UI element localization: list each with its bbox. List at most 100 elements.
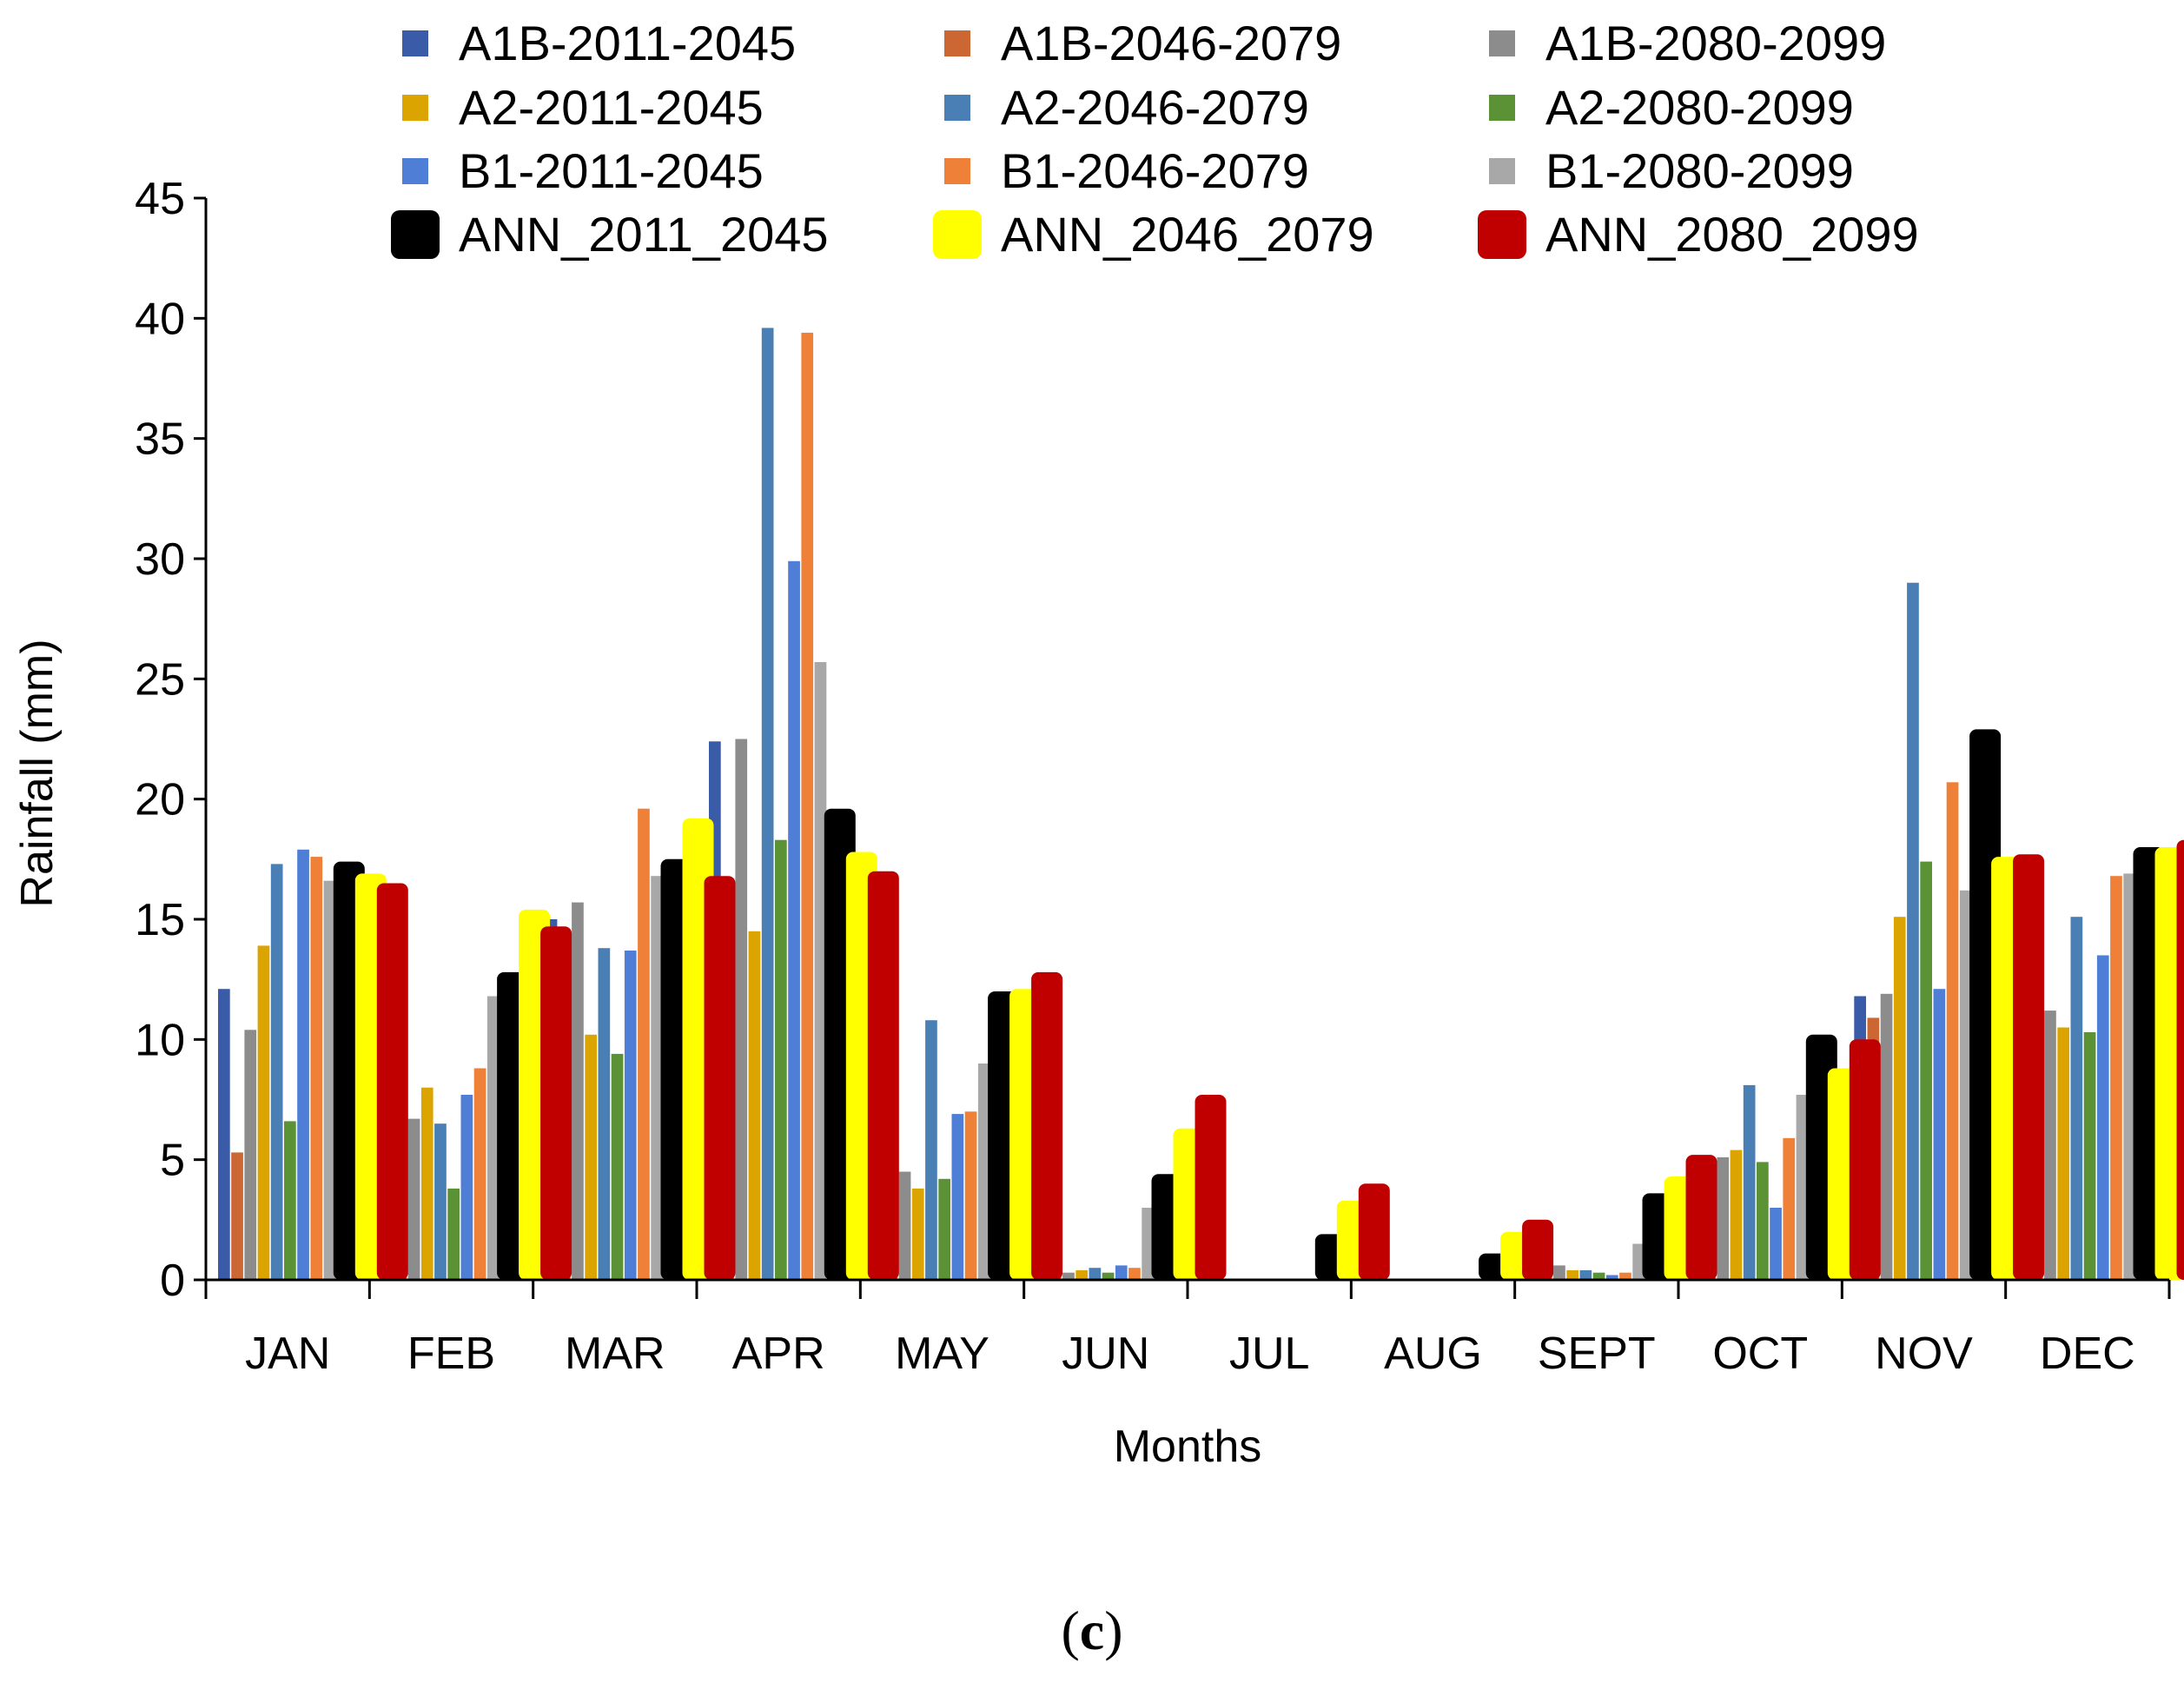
- bar-a1b-2080-2099-dec: [2044, 1011, 2056, 1280]
- bar-a2-2080-2099-feb: [447, 1188, 460, 1280]
- bar-a1b-2080-2099-jun: [1062, 1272, 1075, 1280]
- legend-swatch: [944, 30, 970, 56]
- legend-swatch: [944, 95, 970, 121]
- bar-b1-2080-2099-sept: [1632, 1243, 1645, 1280]
- bar-a2-2046-2079-mar: [598, 948, 611, 1280]
- bar-b1-2080-2099-apr: [814, 662, 827, 1280]
- legend-item-ann-2080-2099: ANN_2080_2099: [1478, 207, 1919, 262]
- y-tick-label: 40: [135, 294, 185, 344]
- y-tick-label: 5: [160, 1136, 185, 1186]
- bar-b1-2080-2099-dec: [2123, 873, 2135, 1280]
- x-tick-label-sept: SEPT: [1538, 1329, 1656, 1379]
- bar-b1-2011-2045-feb: [460, 1095, 473, 1280]
- bar-ann-2080-2099-oct: [1849, 1039, 1881, 1280]
- bar-b1-2080-2099-jun: [1142, 1208, 1154, 1280]
- bar-ann-2080-2099-mar: [704, 876, 736, 1280]
- legend-item-a1b-2046-2079: A1B-2046-2079: [944, 16, 1341, 70]
- legend-swatch: [402, 158, 428, 184]
- bar-b1-2011-2045-dec: [2096, 955, 2109, 1280]
- bar-a2-2011-2045-may: [911, 1188, 924, 1280]
- axes: 0 5 10 15 20 25 30 35 40 45 JAN FEB MAR APR MAY JUN JUL A…: [135, 174, 2171, 1379]
- bar-b1-2046-2079-mar: [638, 808, 650, 1280]
- bar-a2-2011-2045-jun: [1075, 1269, 1088, 1280]
- y-tick-label: 0: [160, 1256, 185, 1306]
- caption-open: (: [1061, 1600, 1080, 1661]
- legend-label: A1B-2046-2079: [1001, 16, 1341, 70]
- legend-item-b1-2046-2079: B1-2046-2079: [944, 143, 1309, 198]
- legend-swatch: [1478, 210, 1526, 259]
- bar-b1-2080-2099-nov: [1959, 890, 1972, 1280]
- x-axis-label: Months: [1114, 1421, 1262, 1472]
- bar-a2-2046-2079-oct: [1743, 1084, 1756, 1280]
- x-tick-label-mar: MAR: [565, 1329, 665, 1379]
- bar-a2-2011-2045-feb: [420, 1087, 433, 1280]
- bar-ann-2080-2099-feb: [540, 926, 572, 1280]
- y-tick-label: 20: [135, 775, 185, 825]
- bar-b1-2046-2079-oct: [1783, 1137, 1796, 1280]
- bar-b1-2046-2079-nov: [1946, 782, 1959, 1280]
- bar-a2-2080-2099-mar: [611, 1053, 624, 1280]
- bar-a2-2046-2079-jan: [270, 864, 283, 1280]
- bar-a2-2011-2045-jan: [257, 945, 270, 1280]
- x-tick-label-jun: JUN: [1062, 1329, 1149, 1379]
- x-tick-label-oct: OCT: [1712, 1329, 1808, 1379]
- bar-b1-2011-2045-nov: [1933, 989, 1946, 1280]
- bar-b1-2046-2079-sept: [1619, 1272, 1631, 1280]
- y-tick-label: 10: [135, 1015, 185, 1065]
- legend-label: ANN_2046_2079: [1001, 207, 1374, 262]
- legend-label: B1-2011-2045: [459, 143, 764, 198]
- x-tick-label-may: MAY: [895, 1329, 989, 1379]
- bar-b1-2011-2045-sept: [1605, 1275, 1618, 1280]
- legend-label: ANN_2011_2045: [459, 207, 829, 262]
- bar-b1-2011-2045-may: [951, 1114, 964, 1280]
- bar-a1b-2080-2099-apr: [735, 739, 748, 1280]
- bar-a2-2011-2045-sept: [1566, 1269, 1578, 1280]
- y-axis-label: Rainfall (mm): [12, 639, 63, 907]
- bar-b1-2080-2099-jan: [323, 880, 336, 1280]
- bars: [218, 328, 2184, 1280]
- legend-swatch: [944, 158, 970, 184]
- legend-item-a1b-2080-2099: A1B-2080-2099: [1489, 16, 1886, 70]
- legend-item-b1-2011-2045: B1-2011-2045: [402, 143, 764, 198]
- bar-a2-2080-2099-dec: [2083, 1032, 2096, 1280]
- x-tick-label-apr: APR: [732, 1329, 825, 1379]
- figure-caption: (c): [0, 1599, 2184, 1663]
- bar-b1-2080-2099-oct: [1796, 1095, 1809, 1280]
- bar-a1b-2080-2099-may: [898, 1171, 911, 1280]
- legend-swatch: [1489, 95, 1515, 121]
- legend-swatch: [1489, 30, 1515, 56]
- legend-swatch: [1489, 158, 1515, 184]
- legend-item-a2-2080-2099: A2-2080-2099: [1489, 80, 1854, 135]
- y-tick-label: 25: [135, 654, 185, 705]
- legend-item-a2-2046-2079: A2-2046-2079: [944, 80, 1309, 135]
- bar-b1-2046-2079-may: [964, 1111, 977, 1280]
- legend-label: ANN_2080_2099: [1545, 207, 1919, 262]
- bar-a2-2046-2079-may: [925, 1020, 937, 1280]
- bar-ann-2080-2099-dec: [2176, 839, 2184, 1280]
- y-tick-label: 35: [135, 414, 185, 465]
- bar-a1b-2046-2079-jan: [231, 1152, 243, 1280]
- x-tick-label-dec: DEC: [2040, 1329, 2135, 1379]
- legend-item-ann-2046-2079: ANN_2046_2079: [933, 207, 1374, 262]
- bar-a1b-2080-2099-feb: [407, 1118, 420, 1280]
- bar-b1-2011-2045-jun: [1115, 1265, 1128, 1280]
- legend-item-ann-2011-2045: ANN_2011_2045: [391, 207, 829, 262]
- bar-ann-2080-2099-sept: [1685, 1155, 1717, 1280]
- legend-label: B1-2046-2079: [1001, 143, 1309, 198]
- bar-a1b-2080-2099-oct: [1717, 1156, 1730, 1280]
- bar-a1b-2080-2099-jan: [244, 1030, 257, 1280]
- bar-ann-2080-2099-aug: [1522, 1219, 1554, 1280]
- legend-label: A2-2046-2079: [1001, 80, 1309, 135]
- bar-ann-2080-2099-jan: [376, 883, 408, 1280]
- legend-label: A1B-2011-2045: [459, 16, 796, 70]
- bar-a2-2080-2099-oct: [1757, 1162, 1769, 1280]
- legend-item-a1b-2011-2045: A1B-2011-2045: [402, 16, 796, 70]
- legend-swatch: [402, 30, 428, 56]
- bar-ann-2080-2099-jun: [1195, 1095, 1227, 1280]
- bar-a2-2046-2079-feb: [434, 1123, 447, 1280]
- bar-ann-2080-2099-jul: [1358, 1183, 1390, 1280]
- bar-b1-2046-2079-jan: [310, 857, 323, 1280]
- bar-a1b-2080-2099-sept: [1553, 1265, 1565, 1280]
- bar-a1b-2080-2099-nov: [1880, 993, 1893, 1280]
